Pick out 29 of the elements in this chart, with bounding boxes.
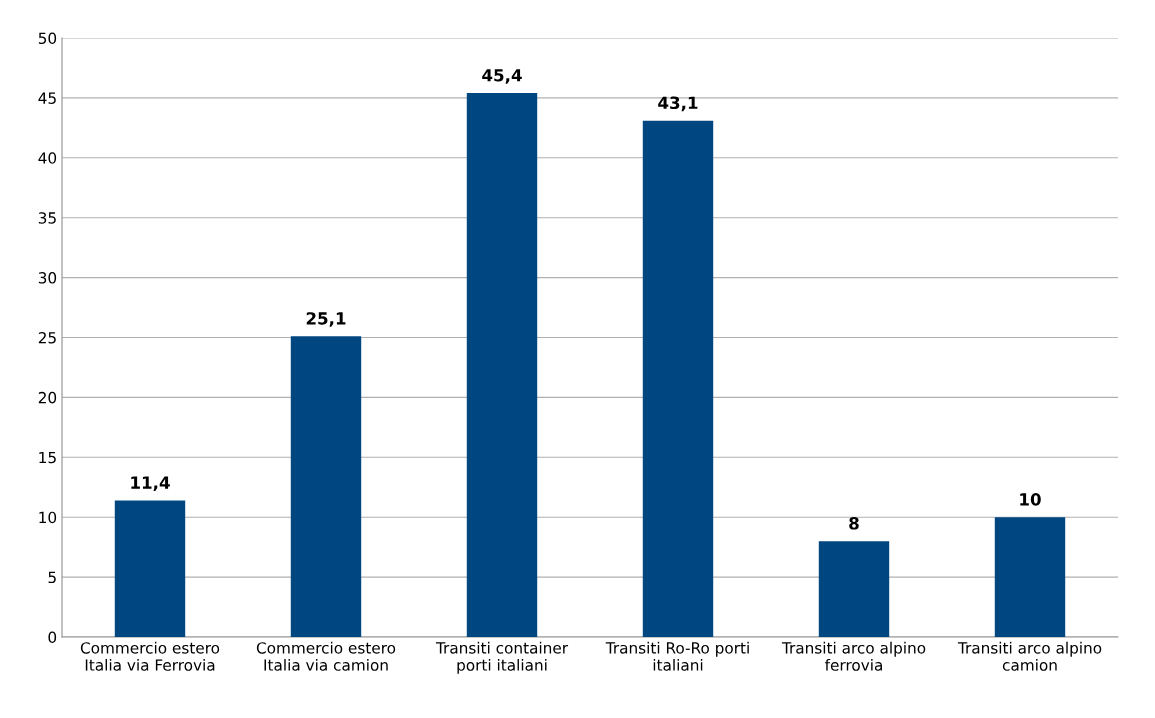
data-label: 8 (849, 516, 859, 530)
y-tick-label: 10 (39, 511, 57, 524)
data-label: 45,4 (482, 69, 522, 84)
data-label: 11,4 (131, 476, 170, 491)
y-tick-label: 25 (38, 331, 56, 344)
y-tick-label: 50 (38, 32, 57, 45)
bar (290, 336, 362, 637)
x-tick-label: Transiti arco alpino camion (957, 641, 1102, 671)
data-label: 25,1 (306, 312, 346, 327)
y-tick-label: 40 (38, 152, 57, 164)
x-tick-label: Transiti container porti italiani (435, 641, 569, 674)
x-tick-label: Commercio estero Italia via camion (256, 641, 396, 671)
bar (114, 500, 186, 637)
bar (818, 541, 890, 637)
data-label: 10 (1020, 493, 1041, 506)
bar (642, 120, 714, 637)
data-label: 43,1 (658, 96, 698, 112)
y-tick-label: 30 (38, 272, 57, 284)
y-tick-label: 15 (39, 451, 56, 464)
bar (994, 517, 1066, 637)
x-tick-label: Transiti Ro-Ro porti italiani (605, 641, 749, 671)
y-tick-label: 20 (38, 391, 57, 404)
x-tick-label: Commercio estero Italia via Ferrovia (80, 641, 220, 671)
y-tick-label: 0 (48, 631, 57, 644)
y-tick-label: 5 (48, 571, 56, 584)
y-tick-label: 45 (38, 92, 56, 104)
bar (466, 93, 538, 637)
y-tick-label: 35 (38, 212, 56, 224)
x-tick-label: Transiti arco alpino ferrovia (781, 641, 926, 671)
